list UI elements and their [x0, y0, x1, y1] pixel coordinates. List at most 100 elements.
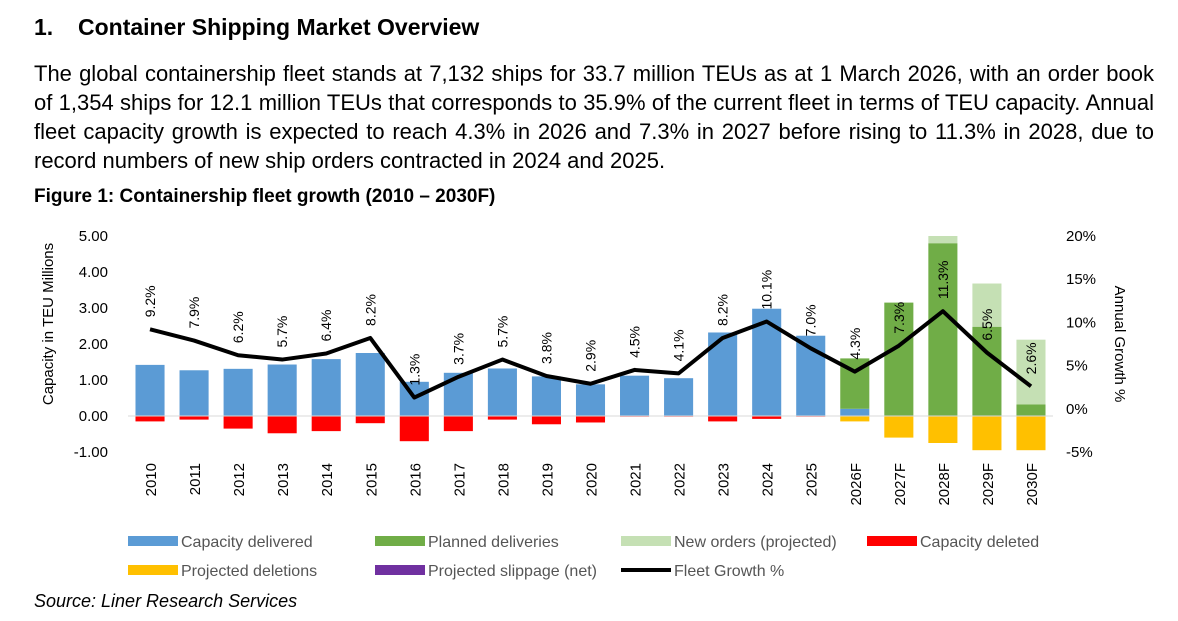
x-tick-label: 2030F	[1024, 463, 1041, 506]
section-title: Container Shipping Market Overview	[78, 14, 480, 40]
legend-swatch-new-orders	[621, 536, 671, 546]
bar-capacity-deleted	[135, 416, 165, 422]
growth-data-label: 5.7%	[494, 316, 510, 348]
bar-planned-deliveries	[928, 243, 958, 416]
x-tick-label: 2021	[628, 463, 645, 496]
growth-data-label: 1.3%	[406, 354, 422, 386]
x-tick-label: 2025	[804, 463, 821, 496]
bar-capacity-deleted	[399, 416, 429, 442]
growth-data-label: 6.4%	[318, 310, 334, 342]
bar-capacity-deleted	[752, 416, 782, 419]
growth-data-label: 3.7%	[450, 333, 466, 365]
bar-capacity-delivered	[179, 370, 209, 416]
y2-tick-label: -5%	[1066, 444, 1093, 461]
y-tick-label: 3.00	[79, 300, 108, 317]
growth-data-label: 10.1%	[759, 270, 775, 310]
x-tick-label: 2026F	[848, 463, 865, 506]
x-tick-label: 2013	[275, 463, 292, 496]
legend-swatch-planned-deliveries	[375, 536, 425, 546]
x-tick-label: 2027F	[892, 463, 909, 506]
growth-data-label: 9.2%	[142, 285, 158, 317]
growth-data-label: 6.2%	[230, 311, 246, 343]
y-tick-label: 0.00	[79, 408, 108, 425]
growth-data-label: 7.3%	[891, 302, 907, 334]
bar-projected-deletions	[972, 416, 1002, 451]
x-tick-label: 2014	[319, 463, 336, 496]
bar-capacity-delivered	[223, 368, 253, 416]
bar-capacity-deleted	[223, 416, 253, 429]
bar-projected-deletions	[1016, 416, 1046, 451]
x-tick-label: 2017	[451, 463, 468, 496]
y-tick-label: -1.00	[74, 444, 108, 461]
legend-swatch-capacity-delivered	[128, 536, 178, 546]
bar-projected-deletions	[884, 416, 914, 438]
growth-data-label: 11.3%	[935, 260, 951, 299]
bar-projected-deletions	[928, 416, 958, 443]
bar-capacity-deleted	[708, 416, 738, 422]
y-axis-title: Capacity in TEU Millions	[40, 243, 57, 405]
x-tick-label: 2022	[672, 463, 689, 496]
bar-capacity-deleted	[311, 416, 341, 432]
overview-paragraph: The global containership fleet stands at…	[34, 61, 1154, 173]
legend-label: Fleet Growth %	[674, 563, 784, 580]
y2-tick-label: 20%	[1066, 228, 1096, 245]
bar-projected-deletions	[840, 416, 870, 422]
y2-tick-label: 5%	[1066, 358, 1088, 375]
legend-label: Planned deliveries	[428, 534, 559, 551]
growth-data-label: 6.5%	[979, 309, 995, 341]
growth-data-label: 8.2%	[362, 294, 378, 326]
growth-data-label: 4.3%	[847, 328, 863, 360]
bar-planned-deliveries	[884, 302, 914, 416]
x-tick-label: 2023	[716, 463, 733, 496]
y2-tick-label: 15%	[1066, 271, 1096, 288]
x-tick-label: 2016	[407, 463, 424, 496]
growth-data-label: 4.5%	[627, 326, 643, 358]
growth-data-label: 7.0%	[803, 304, 819, 336]
section-number: 1.	[34, 14, 54, 40]
bar-capacity-delivered	[311, 359, 341, 416]
bar-new-orders	[1016, 339, 1046, 405]
source-note: Source: Liner Research Services	[34, 591, 298, 611]
figure-title: Figure 1: Containership fleet growth (20…	[34, 186, 496, 207]
bar-capacity-delivered	[620, 375, 650, 416]
x-tick-label: 2019	[539, 463, 556, 496]
y2-tick-label: 0%	[1066, 401, 1088, 418]
bar-capacity-delivered	[355, 353, 385, 416]
legend-label: Capacity delivered	[181, 534, 313, 551]
y-tick-label: 2.00	[79, 336, 108, 353]
y-tick-label: 5.00	[79, 228, 108, 245]
bar-capacity-deleted	[487, 416, 517, 420]
bar-planned-deliveries	[1016, 404, 1046, 416]
y-tick-label: 1.00	[79, 372, 108, 389]
y-tick-label: 4.00	[79, 264, 108, 281]
y2-tick-label: 10%	[1066, 314, 1096, 331]
bar-capacity-delivered	[135, 364, 165, 416]
bar-capacity-delivered	[443, 372, 473, 416]
legend-label: New orders (projected)	[674, 534, 837, 551]
bar-capacity-deleted	[575, 416, 606, 423]
bar-capacity-delivered	[575, 384, 606, 416]
x-tick-label: 2028F	[936, 463, 953, 506]
bar-capacity-deleted	[355, 416, 385, 424]
bar-new-orders	[972, 283, 1002, 327]
legend-swatch-capacity-deleted	[867, 536, 917, 546]
x-tick-label: 2012	[231, 463, 248, 496]
bar-capacity-delivered	[840, 408, 870, 416]
fleet-growth-line	[149, 309, 1033, 400]
bar-capacity-delivered	[267, 364, 297, 416]
legend-label: Capacity deleted	[920, 534, 1039, 551]
legend-label: Projected slippage (net)	[428, 563, 597, 580]
growth-data-label: 2.9%	[583, 340, 599, 372]
x-tick-label: 2024	[760, 463, 777, 496]
bar-capacity-delivered	[487, 368, 517, 416]
x-tick-label: 2010	[143, 463, 160, 496]
x-tick-label: 2029F	[980, 463, 997, 506]
bar-capacity-delivered	[664, 378, 694, 416]
growth-data-label: 4.1%	[671, 329, 687, 361]
x-tick-label: 2011	[187, 463, 204, 495]
growth-data-label: 7.9%	[186, 297, 202, 329]
legend-swatch-projected-slippage	[375, 565, 425, 575]
growth-data-label: 3.8%	[538, 332, 554, 364]
growth-data-label: 2.6%	[1023, 342, 1039, 374]
